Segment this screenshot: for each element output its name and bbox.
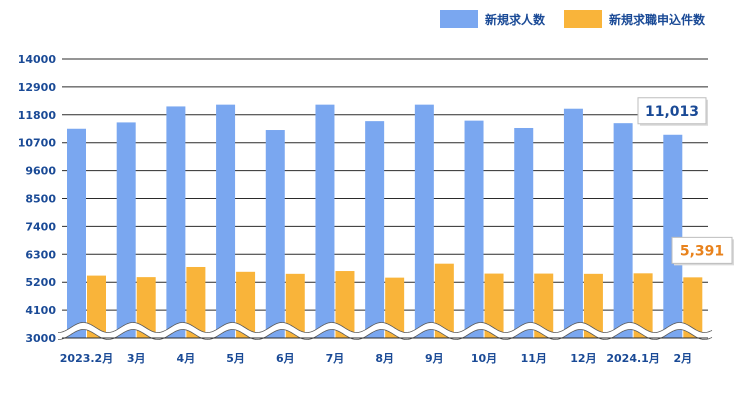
y-tick-label: 7400 [25, 220, 56, 233]
y-axis-ticks: 14000 12900 11800 10700 9600 8500 7400 6300 5200… [18, 53, 57, 345]
x-tick-label: 3月 [127, 352, 146, 365]
axis-break-line-bottom [57, 329, 713, 340]
annotation-box [637, 97, 707, 125]
x-tick-label: 12月 [570, 352, 596, 365]
bar-new-job-applications [434, 263, 454, 338]
annotation-new-job-openings: 11,013 [645, 104, 699, 120]
bar-new-job-openings [365, 121, 385, 339]
bar-new-job-openings [414, 104, 434, 339]
y-tick-label: 4100 [25, 304, 56, 317]
y-tick-label: 9600 [25, 165, 56, 178]
x-tick-label: 10月 [471, 352, 497, 365]
bar-new-job-openings [613, 123, 633, 338]
bar-new-job-applications [385, 277, 405, 338]
x-tick-label: 5月 [226, 352, 245, 365]
bar-new-job-applications [87, 275, 106, 338]
bar-new-job-openings [464, 120, 484, 338]
bar-new-job-applications [285, 273, 305, 338]
bar-new-job-applications [136, 277, 156, 338]
bar-new-job-openings [116, 122, 136, 338]
x-tick-label: 2月 [673, 352, 692, 365]
y-tick-label: 11800 [18, 109, 57, 122]
y-tick-label: 14000 [18, 53, 57, 66]
annotation-box [671, 236, 733, 264]
bar-new-job-openings [216, 104, 236, 339]
gridlines [62, 58, 708, 339]
bar-new-job-applications [335, 271, 355, 338]
axis-break-line-top [57, 322, 713, 333]
bar-new-job-openings [315, 104, 335, 339]
y-tick-label: 8500 [25, 193, 56, 206]
y-tick-label: 12900 [18, 81, 57, 94]
bar-new-job-openings [514, 127, 534, 338]
x-tick-label: 2024.1月 [606, 352, 659, 365]
x-tick-label: 11月 [521, 352, 547, 365]
x-tick-label: 8月 [375, 352, 394, 365]
annotation-new-job-applications: 5,391 [680, 243, 724, 259]
legend-swatch-new-job-applications [564, 10, 602, 28]
bar-new-job-openings [166, 106, 186, 339]
bar-new-job-openings [265, 130, 285, 338]
bar-new-job-applications [633, 273, 653, 338]
x-tick-label: 7月 [326, 352, 345, 365]
bar-new-job-openings [663, 134, 683, 338]
bars [67, 104, 703, 339]
y-tick-label: 10700 [18, 137, 57, 150]
bar-new-job-applications [683, 277, 703, 338]
bar-new-job-openings [67, 128, 86, 338]
bar-new-job-applications [484, 273, 504, 338]
bar-new-job-applications [236, 271, 256, 338]
x-tick-label: 9月 [425, 352, 444, 365]
legend-label-new-job-openings: 新規求人数 [485, 12, 546, 27]
bar-new-job-applications [534, 273, 554, 338]
y-tick-label: 3000 [25, 332, 56, 345]
legend: 新規求人数 新規求職申込件数 [440, 10, 706, 28]
x-axis-ticks: 2023.2月 3月 4月 5月 6月 7月 8月 9月 10月 11月 12月 2024.1月 2月 [60, 352, 692, 365]
x-tick-label: 2023.2月 [60, 352, 113, 365]
axis-break [57, 322, 713, 340]
y-tick-label: 5200 [25, 276, 56, 289]
bar-new-job-applications [583, 273, 603, 338]
annotations: 11,013 5,391 [637, 97, 734, 266]
legend-swatch-new-job-openings [440, 10, 478, 28]
bar-new-job-applications [186, 266, 206, 338]
bar-new-job-openings [563, 108, 583, 338]
legend-label-new-job-applications: 新規求職申込件数 [609, 12, 706, 27]
x-tick-label: 4月 [177, 352, 196, 365]
y-tick-label: 6300 [25, 248, 56, 261]
x-tick-label: 6月 [276, 352, 295, 365]
